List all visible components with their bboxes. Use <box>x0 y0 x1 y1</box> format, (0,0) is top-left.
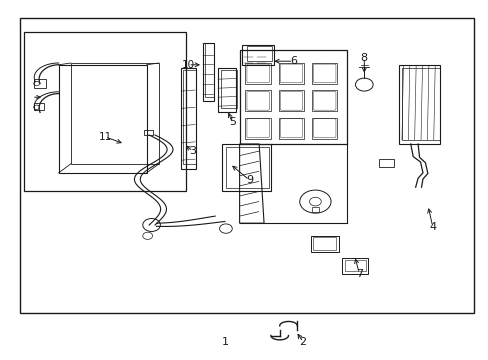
Bar <box>245 90 270 111</box>
Text: 6: 6 <box>289 56 296 66</box>
Bar <box>221 70 237 108</box>
Text: 8: 8 <box>360 53 367 63</box>
Bar <box>246 46 272 61</box>
Bar <box>181 68 195 169</box>
Text: 9: 9 <box>245 175 252 185</box>
Bar <box>278 63 304 84</box>
Bar <box>24 32 185 191</box>
Bar <box>310 236 338 252</box>
Text: 3: 3 <box>189 146 196 156</box>
Text: 5: 5 <box>228 117 235 127</box>
Bar <box>398 65 439 144</box>
Bar <box>245 63 270 84</box>
Bar <box>34 79 46 88</box>
Text: 10: 10 <box>182 60 194 70</box>
Bar <box>222 144 271 191</box>
Bar <box>20 18 473 313</box>
Text: 2: 2 <box>299 337 306 347</box>
Bar <box>345 260 365 271</box>
Text: 4: 4 <box>428 222 435 232</box>
Bar <box>311 207 318 212</box>
Bar <box>402 68 439 140</box>
Bar <box>205 43 214 97</box>
Bar <box>242 45 273 65</box>
Bar <box>71 63 159 164</box>
Bar <box>34 103 44 110</box>
Bar <box>311 90 337 111</box>
Bar <box>342 258 367 274</box>
Bar <box>311 63 337 84</box>
Bar <box>378 159 393 167</box>
Bar <box>59 65 146 173</box>
Bar <box>278 118 304 139</box>
Bar <box>225 147 268 188</box>
Bar <box>278 90 304 111</box>
Bar <box>239 50 346 144</box>
Bar <box>217 68 236 112</box>
Bar <box>312 237 336 250</box>
Bar <box>183 70 195 164</box>
Bar <box>245 118 270 139</box>
Bar <box>203 43 213 101</box>
Bar <box>144 130 153 135</box>
Bar <box>311 118 337 139</box>
Text: 11: 11 <box>98 132 112 142</box>
Text: 7: 7 <box>355 269 362 279</box>
Text: 1: 1 <box>221 337 228 347</box>
